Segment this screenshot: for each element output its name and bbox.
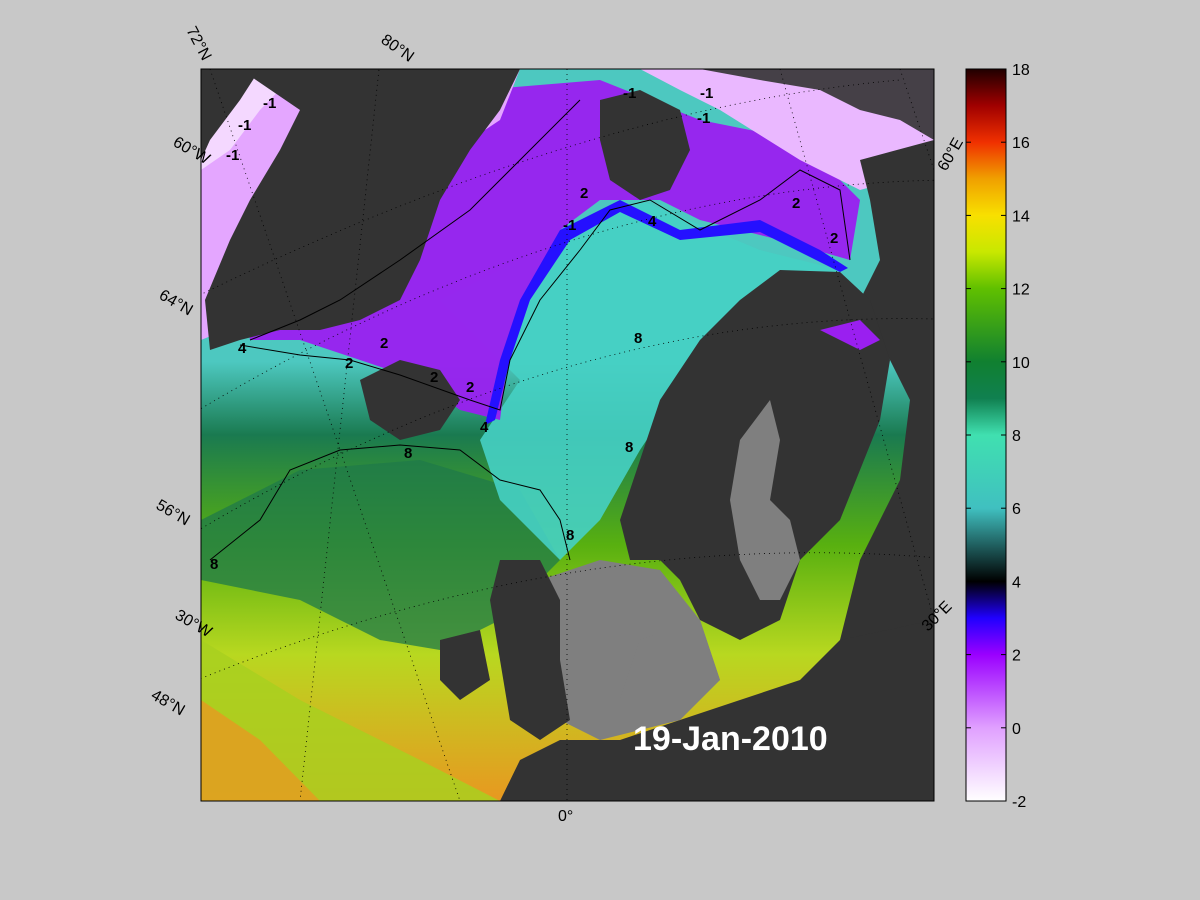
lat-label-64n: 64°N — [156, 287, 195, 320]
colorbar-tick-label: -2 — [1012, 794, 1026, 811]
contour-label-group: -1 -1 -1 -1 -1 -1 2 2 2 2 2 2 2 4 4 4 -1… — [210, 85, 838, 573]
contour-label: 2 — [830, 230, 838, 247]
lon-label-0: 0° — [558, 808, 573, 825]
lat-label-80n: 80°N — [378, 31, 417, 65]
contour-label: 8 — [404, 445, 412, 462]
colorbar-tick-label: 18 — [1012, 62, 1030, 79]
contour-label: 8 — [634, 330, 642, 347]
contour-label: -1 — [697, 110, 710, 127]
colorbar-tick-label: 16 — [1012, 135, 1030, 152]
colorbar-tick-label: 6 — [1012, 501, 1021, 518]
europe-land — [500, 620, 934, 801]
iceland-land — [360, 360, 460, 440]
contour-label: -1 — [563, 217, 576, 234]
ireland-land — [440, 630, 490, 700]
contour-label: 4 — [480, 419, 489, 436]
contour-label: -1 — [238, 117, 251, 134]
colorbar: 18 16 14 12 10 8 6 4 2 0 -2 — [965, 62, 1030, 811]
svalbard-land — [600, 90, 690, 200]
contour-label: 4 — [238, 340, 247, 357]
contour-label: -1 — [700, 85, 713, 102]
contour-label: 8 — [566, 527, 574, 544]
date-label: 19-Jan-2010 — [633, 720, 828, 758]
colorbar-tick-label: 4 — [1012, 574, 1021, 591]
colorbar-tick-label: 12 — [1012, 282, 1030, 299]
lat-label-56n: 56°N — [153, 497, 192, 530]
contour-label: 2 — [466, 379, 474, 396]
lon-label-60e: 60°E — [935, 135, 967, 174]
colorbar-tick-label: 8 — [1012, 428, 1021, 445]
colorbar-ticks: 18 16 14 12 10 8 6 4 2 0 -2 — [966, 62, 1030, 811]
contour-lines — [209, 99, 851, 561]
contour-label: 2 — [380, 335, 388, 352]
contour-label: 2 — [345, 355, 353, 372]
lat-label-48n: 48°N — [148, 687, 187, 720]
colorbar-gradient — [965, 68, 1007, 802]
contour-label: 2 — [580, 185, 588, 202]
britain-land — [490, 560, 570, 740]
contour-label: 2 — [430, 369, 438, 386]
lat-label-72n: 72°N — [182, 24, 214, 64]
contour-label: -1 — [263, 95, 276, 112]
colorbar-tick-label: 0 — [1012, 721, 1021, 738]
contour-label: 8 — [625, 439, 633, 456]
colorbar-tick-label: 14 — [1012, 208, 1030, 225]
colorbar-tick-label: 2 — [1012, 648, 1021, 665]
contour-label: 4 — [648, 213, 657, 230]
contour-label: -1 — [623, 85, 636, 102]
graticule — [201, 69, 934, 801]
colorbar-tick-label: 10 — [1012, 355, 1030, 372]
map-frame — [200, 68, 935, 802]
contour-label: -1 — [226, 147, 239, 164]
contour-label: 8 — [210, 556, 218, 573]
greenland-land — [205, 69, 520, 350]
map-panel: -1 -1 -1 -1 -1 -1 2 2 2 2 2 2 2 4 4 4 -1… — [201, 69, 934, 801]
contour-label: 2 — [792, 195, 800, 212]
